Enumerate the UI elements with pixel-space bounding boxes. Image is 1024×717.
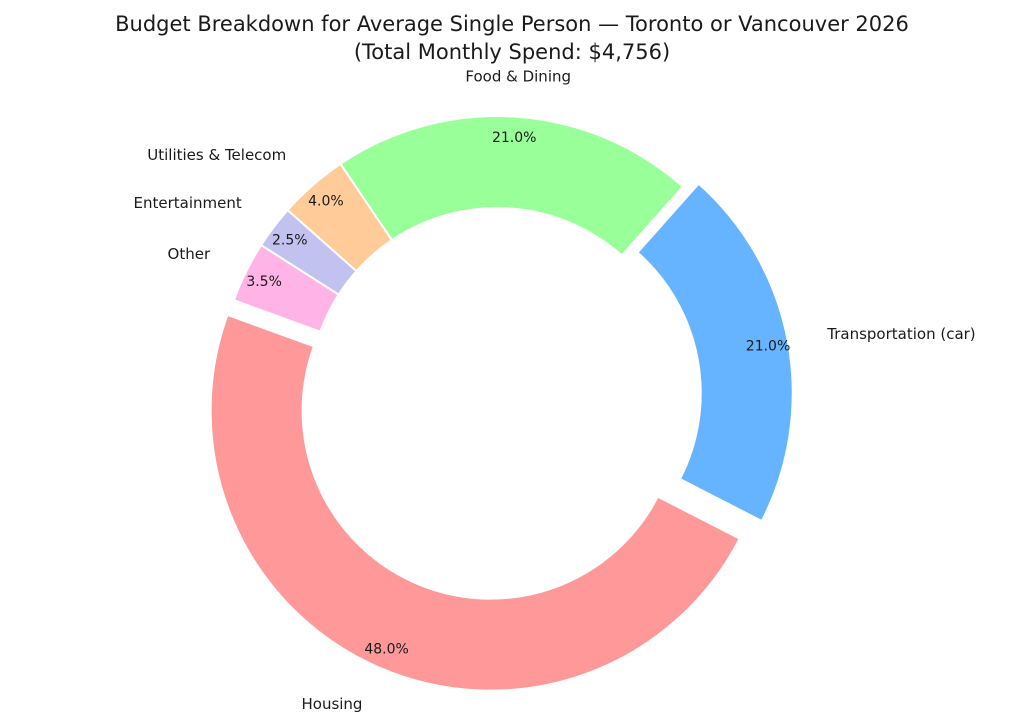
slice-food-dining: [339, 115, 685, 257]
category-label-utilities-telecom: Utilities & Telecom: [147, 146, 286, 164]
category-label-other: Other: [168, 245, 211, 263]
slice-transportation-car: [636, 182, 794, 523]
category-label-transportation-car: Transportation (car): [826, 325, 975, 343]
category-label-food-dining: Food & Dining: [465, 68, 571, 86]
pct-label-transportation-car: 21.0%: [746, 338, 790, 354]
pct-label-entertainment: 2.5%: [272, 232, 308, 248]
pct-label-housing: 48.0%: [364, 642, 408, 658]
pct-label-other: 3.5%: [246, 274, 282, 290]
category-label-entertainment: Entertainment: [134, 194, 242, 212]
pct-label-food-dining: 21.0%: [492, 130, 536, 146]
pct-label-utilities-telecom: 4.0%: [308, 194, 344, 210]
chart-subtitle: (Total Monthly Spend: $4,756): [353, 40, 671, 64]
chart-title: Budget Breakdown for Average Single Pers…: [115, 12, 909, 36]
slice-housing: [209, 313, 741, 692]
donut-labels: 48.0% Housing 21.0% Transportation (car) 21.…: [134, 68, 976, 713]
category-label-housing: Housing: [301, 695, 362, 713]
slice-other: [232, 243, 341, 333]
donut-slices: [209, 115, 794, 692]
